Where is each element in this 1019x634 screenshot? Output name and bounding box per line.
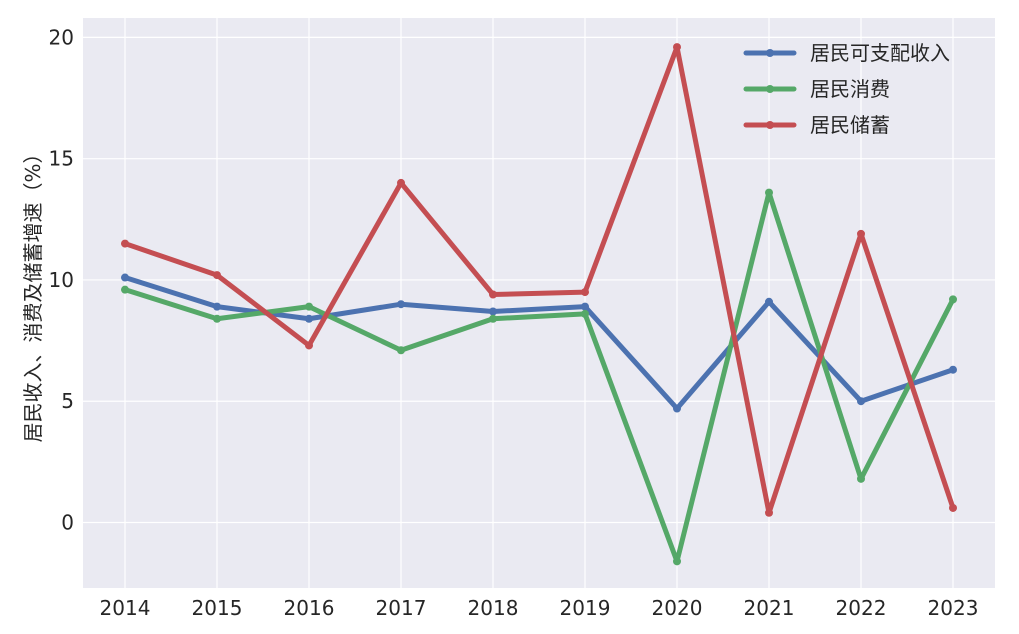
data-point — [121, 239, 129, 248]
x-tick-label: 2014 — [100, 596, 151, 620]
data-point — [213, 302, 221, 311]
data-point — [489, 314, 497, 323]
data-point — [949, 295, 957, 304]
data-point — [121, 273, 129, 282]
x-tick-label: 2020 — [652, 596, 703, 620]
data-point — [397, 178, 405, 187]
data-point — [305, 302, 313, 311]
data-point — [489, 290, 497, 299]
data-point — [213, 271, 221, 280]
data-point — [673, 404, 681, 413]
legend-item: 居民可支配收入 — [743, 41, 950, 65]
x-tick-label: 2019 — [560, 596, 611, 620]
data-point — [489, 307, 497, 316]
y-axis-ticks: 0 5 10 15 20 — [49, 25, 74, 534]
data-point — [765, 188, 773, 197]
series-layer — [121, 43, 957, 566]
data-point — [121, 285, 129, 294]
legend-marker — [766, 49, 774, 57]
data-point — [397, 346, 405, 355]
x-tick-label: 2021 — [744, 596, 795, 620]
data-point — [949, 503, 957, 512]
data-point — [857, 474, 865, 483]
x-tick-label: 2023 — [928, 596, 979, 620]
legend-label: 居民可支配收入 — [810, 41, 950, 65]
legend-label: 居民消费 — [810, 77, 890, 101]
data-point — [397, 300, 405, 309]
x-tick-label: 2017 — [376, 596, 427, 620]
y-tick-label: 0 — [61, 511, 74, 535]
legend-label: 居民储蓄 — [810, 113, 890, 137]
y-tick-label: 20 — [49, 25, 74, 49]
data-point — [581, 309, 589, 318]
data-point — [673, 557, 681, 566]
x-tick-label: 2015 — [192, 596, 243, 620]
y-axis-title: 居民收入、消费及储蓄增速（%） — [21, 143, 45, 442]
x-axis-ticks: 2014 2015 2016 2017 2018 2019 2020 2021 2022 2023 — [100, 596, 979, 620]
series-line — [122, 44, 956, 516]
data-point — [765, 297, 773, 306]
x-tick-label: 2016 — [284, 596, 335, 620]
data-point — [673, 43, 681, 52]
y-tick-label: 10 — [49, 268, 74, 292]
data-point — [857, 397, 865, 406]
data-point — [213, 314, 221, 323]
data-point — [949, 365, 957, 374]
x-tick-label: 2018 — [468, 596, 519, 620]
data-point — [857, 229, 865, 238]
data-point — [305, 314, 313, 323]
data-point — [765, 508, 773, 517]
legend-marker — [766, 121, 774, 129]
data-point — [581, 288, 589, 297]
legend-item: 居民消费 — [743, 77, 890, 101]
data-point — [305, 341, 313, 350]
x-tick-label: 2022 — [836, 596, 887, 620]
data-point — [581, 302, 589, 311]
plot-area — [83, 18, 995, 588]
y-tick-label: 15 — [49, 147, 74, 171]
legend-marker — [766, 85, 774, 93]
y-tick-label: 5 — [61, 389, 74, 413]
legend-item: 居民储蓄 — [743, 113, 890, 137]
series-3 — [121, 43, 957, 517]
